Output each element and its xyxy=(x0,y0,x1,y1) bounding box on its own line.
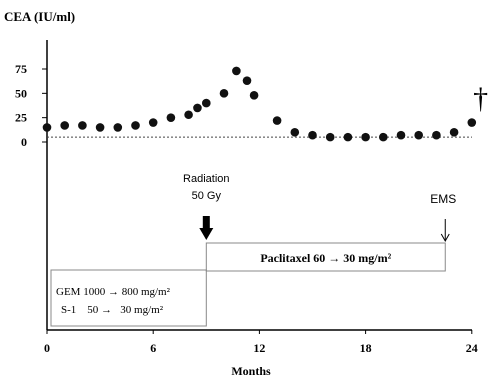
x-tick-label: 18 xyxy=(360,341,372,355)
data-point xyxy=(449,127,459,137)
data-point xyxy=(272,116,282,125)
x-tick-label: 12 xyxy=(253,341,265,355)
data-point xyxy=(290,127,300,137)
data-point xyxy=(432,130,441,140)
regimen2-box xyxy=(205,242,446,272)
ems-arrow-head-icon xyxy=(440,233,450,243)
ems-label: EMS xyxy=(430,192,456,206)
data-point xyxy=(202,98,211,108)
data-point xyxy=(379,132,388,142)
radiation-label-line2: 50 Gy xyxy=(192,190,222,202)
data-point xyxy=(467,118,477,127)
y-tick-label: 25 xyxy=(15,111,27,125)
data-point xyxy=(361,132,370,142)
x-axis-title: Months xyxy=(231,364,271,378)
data-point xyxy=(219,89,229,98)
data-point xyxy=(193,103,202,113)
data-point xyxy=(78,121,87,130)
data-point xyxy=(242,76,252,85)
regimen2-label: Paclitaxel 60 → 30 mg/m² xyxy=(260,251,391,265)
data-point xyxy=(343,132,353,142)
data-point xyxy=(113,123,123,132)
regimen1-line2: S-1 50 → 30 mg/m² xyxy=(61,304,164,316)
y-tick-label: 0 xyxy=(21,135,27,149)
radiation-arrow-icon xyxy=(199,216,214,240)
data-point xyxy=(131,121,140,130)
data-point xyxy=(249,90,259,100)
x-tick-label: 24 xyxy=(466,341,478,355)
data-point xyxy=(184,110,193,120)
data-point xyxy=(414,130,424,140)
x-tick-label: 6 xyxy=(150,341,156,355)
data-point xyxy=(325,132,335,142)
x-tick-label: 0 xyxy=(44,341,50,355)
data-point xyxy=(232,66,241,76)
data-point xyxy=(396,130,406,140)
y-axis-title: CEA (IU/ml) xyxy=(4,9,75,24)
radiation-label-line1: Radiation xyxy=(183,173,229,185)
data-point xyxy=(42,123,52,132)
y-tick-label: 75 xyxy=(15,62,27,76)
data-point xyxy=(148,118,158,127)
data-point xyxy=(60,121,69,130)
data-point xyxy=(166,113,176,122)
data-point xyxy=(308,130,317,140)
death-dagger-icon: † xyxy=(473,82,488,115)
data-point xyxy=(95,123,105,132)
y-tick-label: 50 xyxy=(15,86,27,100)
regimen1-line1: GEM 1000 → 800 mg/m² xyxy=(56,286,171,298)
regimen1-box xyxy=(50,269,207,327)
